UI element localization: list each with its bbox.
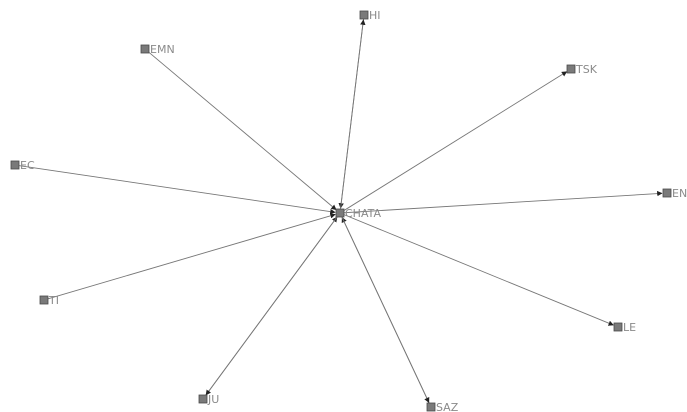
node-box-emn[interactable]	[140, 44, 150, 54]
node-ju[interactable]: JU	[198, 393, 219, 406]
node-label-ju: JU	[207, 393, 219, 406]
node-box-chata[interactable]	[335, 208, 345, 218]
edge-chata-to-en	[341, 190, 663, 214]
node-box-ju[interactable]	[198, 394, 208, 404]
node-box-ec[interactable]	[10, 160, 20, 170]
edge-chata-to-le	[341, 213, 614, 326]
node-label-ti: TI	[48, 294, 59, 307]
node-box-tsk[interactable]	[566, 64, 576, 74]
node-label-en: EN	[672, 187, 687, 200]
node-saz[interactable]: SAZ	[426, 401, 459, 412]
node-tsk[interactable]: TSK	[566, 63, 598, 76]
node-emn[interactable]: EMN	[140, 43, 175, 56]
node-label-saz: SAZ	[436, 401, 459, 412]
node-ec[interactable]: EC	[10, 159, 35, 172]
edge-chata-to-hi	[339, 19, 366, 212]
node-box-hi[interactable]	[359, 10, 369, 20]
node-en[interactable]: EN	[662, 187, 687, 200]
node-box-ti[interactable]	[39, 295, 49, 305]
node-chata[interactable]: CHATA	[335, 207, 381, 220]
edge-chata-to-saz	[340, 214, 430, 403]
node-label-ec: EC	[20, 159, 35, 172]
edge-chata-to-tsk	[341, 71, 568, 213]
edge-ti-to-chata	[45, 213, 336, 300]
node-label-le: LE	[623, 321, 636, 334]
node-box-saz[interactable]	[426, 402, 436, 412]
edge-emn-to-chata	[146, 49, 337, 211]
nodes-layer: CHATA HI EMN TSK EC EN TI LE JU SAZ	[10, 9, 687, 412]
node-hi[interactable]: HI	[359, 9, 381, 22]
node-ti[interactable]: TI	[39, 294, 59, 307]
node-label-chata: CHATA	[345, 207, 381, 220]
node-box-le[interactable]	[613, 322, 623, 332]
edge-chata-to-ju	[205, 214, 340, 396]
node-box-en[interactable]	[662, 188, 672, 198]
edges-layer	[16, 16, 663, 406]
node-le[interactable]: LE	[613, 321, 636, 334]
edge-ec-to-chata	[16, 164, 336, 215]
node-label-tsk: TSK	[575, 63, 598, 76]
node-label-emn: EMN	[150, 43, 175, 56]
node-label-hi: HI	[369, 9, 381, 22]
